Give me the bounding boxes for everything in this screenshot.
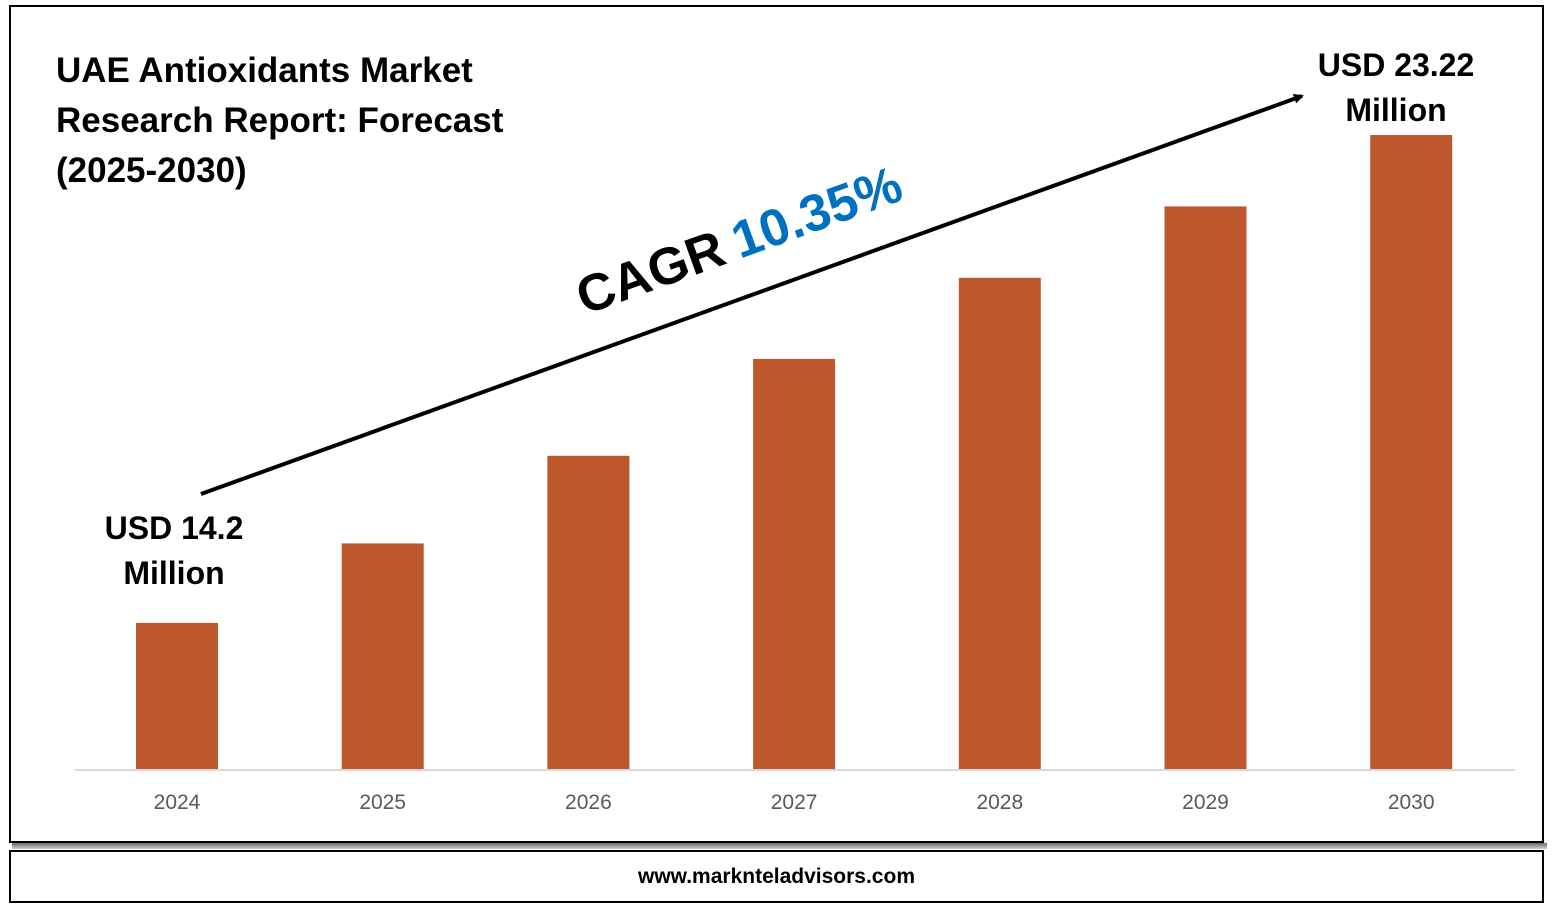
bar-2027 — [753, 358, 836, 769]
x-tick-label-2024: 2024 — [154, 791, 201, 814]
x-tick-label-2029: 2029 — [1182, 791, 1229, 814]
growth-arrow — [200, 94, 1304, 496]
start-value-annotation-line2: Million — [123, 555, 224, 591]
x-tick-label-2028: 2028 — [976, 791, 1023, 814]
start-value-annotation-line1: USD 14.2 — [105, 510, 244, 546]
end-value-annotation-line1: USD 23.22 — [1318, 47, 1475, 83]
footer-bar: www.marknteladvisors.com — [9, 850, 1544, 903]
bar-2028 — [958, 277, 1041, 769]
x-tick-label-2027: 2027 — [771, 791, 818, 814]
x-tick-labels: 2024 2025 2026 2027 2028 2029 2030 — [154, 791, 1435, 814]
frame-shadow — [12, 843, 1547, 849]
x-tick-label-2025: 2025 — [359, 791, 406, 814]
footer-url: www.marknteladvisors.com — [638, 864, 915, 888]
bar-2026 — [547, 455, 630, 769]
bar-2030 — [1370, 135, 1453, 769]
end-value-annotation-line2: Million — [1345, 92, 1446, 128]
x-tick-label-2030: 2030 — [1388, 791, 1435, 814]
bar-2024 — [136, 622, 218, 769]
bar-2025 — [341, 543, 424, 769]
chart-title: UAE Antioxidants Market Research Report:… — [56, 51, 504, 190]
bar-2029 — [1164, 206, 1247, 770]
cagr-value: 10.35% — [724, 156, 910, 271]
x-tick-label-2026: 2026 — [565, 791, 612, 814]
bars-group — [136, 135, 1453, 770]
